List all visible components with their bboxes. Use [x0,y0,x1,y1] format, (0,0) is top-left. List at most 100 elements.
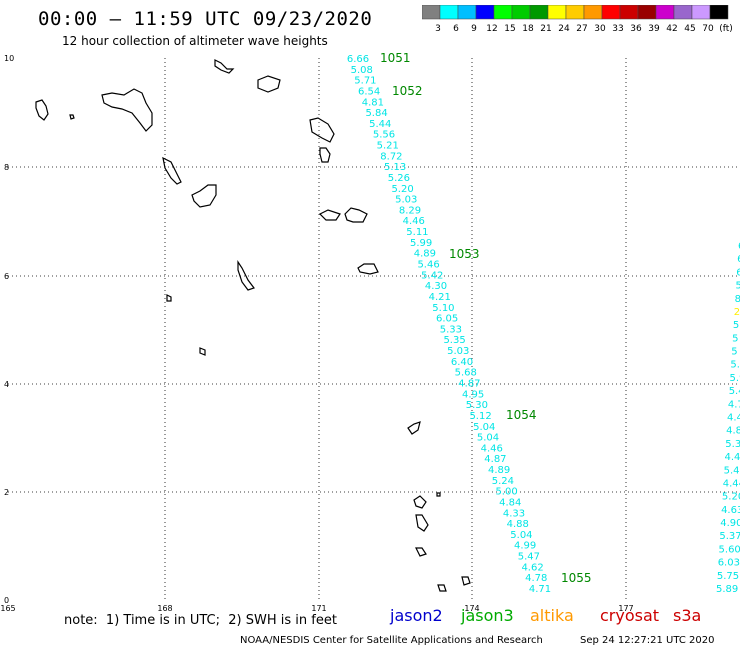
x-axis-label: 171 [311,604,326,613]
wave-height-value: 4.89 [414,249,436,260]
island-k [344,207,368,223]
island-f [309,117,335,143]
satellite-jason2: jason2 [390,606,443,625]
island-v [436,492,441,497]
wave-height-value: 4.81 [362,97,384,108]
wave-height-value: 4.82 [726,426,740,437]
island-h [162,156,182,185]
wave-height-value: 5.00 [495,487,517,498]
wave-height-value: 5 [731,347,737,358]
wave-height-value: 4.87 [484,454,506,465]
wave-height-value: 4.46 [403,216,425,227]
wave-height-value: 5.03 [395,195,417,206]
color-scale-legend: 3 6 9 12 15 18 21 24 27 30 33 36 39 42 45 70 (ft) [422,5,732,34]
island-j [318,209,341,221]
satellite-jason3: jason3 [461,606,514,625]
wave-height-value: 5.47 [724,465,740,476]
island-m [237,260,255,291]
altimeter-track-main: 6.665.085.716.544.815.845.445.565.218.72… [347,54,551,595]
pass-label: 1053 [449,247,480,261]
wave-height-value: 5.21 [377,141,399,152]
wave-height-value: 5.26 [388,173,410,184]
scale-label: 6 [453,24,459,34]
wave-height-value: 8 [735,294,740,305]
wave-height-value: 5.42 [421,270,443,281]
island-q [413,495,427,509]
wave-height-value: 5.49 [729,386,740,397]
wave-height-value: 5.04 [477,433,499,444]
wave-height-value: 5.33 [440,324,462,335]
wave-height-value: 4.46 [481,443,503,454]
pass-label: 1055 [561,571,592,585]
wave-height-value: 5.20 [722,492,740,503]
wave-height-value: 5 [732,333,738,344]
island-r [415,514,429,532]
wave-height-value: 5.31 [725,439,740,450]
wave-height-value: 4.78 [525,573,547,584]
wave-height-value: 4.33 [503,508,525,519]
wave-height-value: 4.43 [727,413,740,424]
scale-label: 9 [471,24,477,34]
pass-label: 1052 [392,84,423,98]
satellite-s3a: s3a [673,606,702,625]
island-p [407,421,421,435]
wave-height-value: 5.20 [391,184,413,195]
wave-height-value: 4.21 [429,292,451,303]
wave-height-value: 5 [733,320,739,331]
wave-height-value: 4.90 [720,518,740,529]
y-axis-label: 4 [4,380,9,389]
y-axis-label: 10 [4,54,14,63]
wave-height-value: 8.29 [399,205,421,216]
map-subtitle: 12 hour collection of altimeter wave hei… [62,34,328,48]
wave-height-value: 23 [734,307,740,318]
wave-height-value: 5.46 [417,260,439,271]
wave-height-value: 5.84 [365,108,387,119]
wave-height-value: 5.11 [406,227,428,238]
wave-height-value: 5.03 [447,346,469,357]
x-axis-label: 177 [618,604,633,613]
wave-height-value: 5.12 [469,411,491,422]
wave-height-value: 5.35 [443,335,465,346]
scale-label: (ft) [719,24,732,34]
scale-label: 27 [576,24,587,34]
islands [35,59,471,592]
wave-height-value: 5.47 [518,552,540,563]
scale-label: 36 [630,24,642,34]
wave-height-value: 4.74 [728,399,740,410]
wave-height-value: 5.08 [351,65,373,76]
wave-height-value: 4.89 [488,465,510,476]
wave-height-value: 4.99 [514,541,536,552]
wave-height-value: 6 [737,254,740,265]
wave-height-value: 4.63 [721,505,740,516]
wave-height-value: 5.99 [410,238,432,249]
wave-height-value: 5.89 [716,584,738,595]
island-o [199,347,206,356]
scale-label: 18 [522,24,534,34]
wave-height-value: 5 [735,281,740,292]
island-i [191,184,217,208]
wave-height-value: 5.24 [492,476,514,487]
x-axis-label: 174 [464,604,479,613]
wave-height-value: 4.95 [462,389,484,400]
wave-height-value: 5.60 [719,544,740,555]
wave-height-value: 5.13 [384,162,406,173]
x-axis-label: 165 [0,604,15,613]
credit-line: NOAA/NESDIS Center for Satellite Applica… [240,635,543,646]
scale-label: 45 [684,24,695,34]
scale-label: 24 [558,24,570,34]
x-axis-label: 168 [157,604,172,613]
scale-label: 42 [666,24,677,34]
wave-height-value: 5.37 [719,531,740,542]
wave-height-value: 5.9 [730,373,740,384]
island-b [69,114,75,120]
island-d [214,59,235,74]
scale-swatch [709,5,729,20]
scale-label: 21 [540,24,551,34]
island-g [319,147,331,163]
satellite-altika: altika [530,606,574,625]
wave-height-value: 6 [738,241,740,252]
wave-height-value: 5.04 [473,422,495,433]
pass-label: 1054 [506,408,537,422]
wave-height-value: 5.04 [510,530,532,541]
